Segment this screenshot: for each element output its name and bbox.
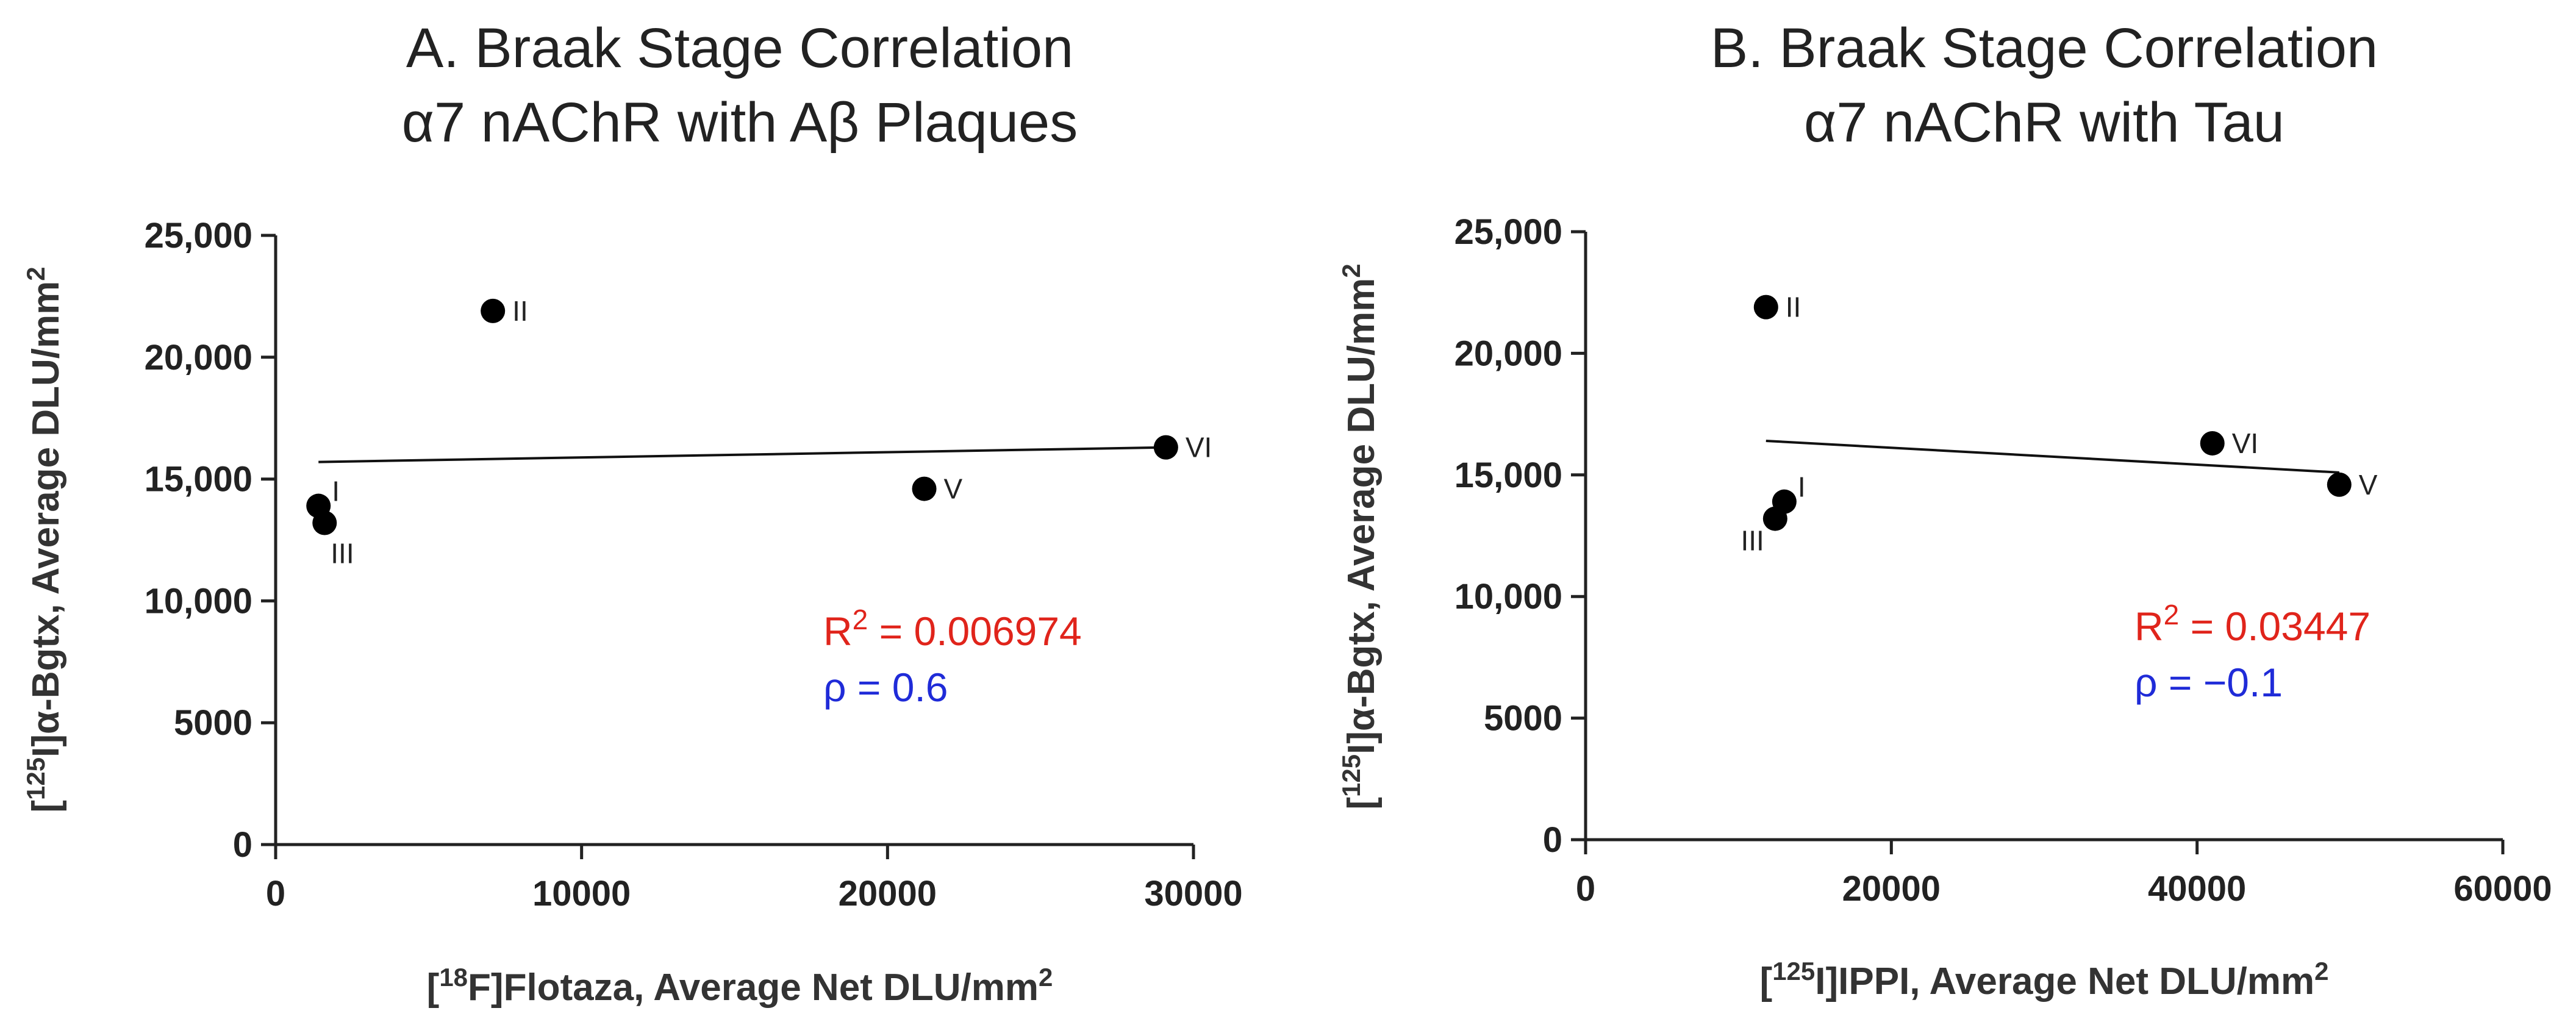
data-point-label-i: I: [332, 476, 340, 507]
y-tick-label: 5000: [174, 703, 252, 743]
y-tick-label: 0: [1543, 820, 1562, 860]
panel-a: A. Braak Stage Correlation α7 nAChR with …: [21, 17, 1243, 1009]
data-point-label-iii: III: [331, 538, 354, 570]
y-tick-label: 25,000: [1454, 212, 1562, 252]
x-axis-label: [18F]Flotaza, Average Net DLU/mm2: [427, 963, 1053, 1009]
chart-title-line-2: α7 nAChR with Aβ Plaques: [402, 91, 1078, 154]
data-point-label-ii: II: [512, 295, 528, 327]
data-point-vi: [2200, 431, 2225, 456]
y-tick-label: 10,000: [1454, 577, 1562, 617]
y-tick-label: 20,000: [145, 338, 252, 377]
r-squared-annotation: R2 = 0.006974: [823, 604, 1082, 654]
panel-b: B. Braak Stage Correlation α7 nAChR with …: [1337, 17, 2552, 1003]
data-point-ii: [1753, 295, 1778, 320]
rho-annotation: ρ = 0.6: [823, 665, 948, 710]
data-point-v: [2327, 472, 2352, 497]
y-axis-label: [125I]α-Bgtx, Average DLU/mm2: [1337, 263, 1383, 809]
y-tick-label: 15,000: [145, 460, 252, 499]
y-tick-label: 10,000: [145, 581, 252, 621]
data-point-label-iii: III: [1741, 525, 1764, 557]
data-point-vi: [1153, 435, 1178, 460]
x-tick-label: 30000: [1144, 874, 1242, 913]
data-point-label-v: V: [2359, 469, 2378, 501]
regression-line: [1766, 439, 2339, 474]
chart-title-line-2: α7 nAChR with Tau: [1804, 91, 2284, 154]
x-tick-label: 0: [266, 874, 285, 913]
r-squared-annotation: R2 = 0.03447: [2134, 599, 2370, 649]
x-tick-label: 20000: [839, 874, 937, 913]
chart-title-line-1: A. Braak Stage Correlation: [406, 17, 1073, 79]
x-tick-label: 60000: [2453, 869, 2552, 909]
y-axis-label: [125I]α-Bgtx, Average DLU/mm2: [21, 266, 68, 812]
data-point-label-vi: VI: [1186, 432, 1212, 463]
data-point-ii: [481, 298, 506, 323]
y-tick-label: 25,000: [145, 216, 252, 256]
data-point-iii: [312, 510, 337, 535]
data-point-label-ii: II: [1786, 291, 1801, 323]
data-point-label-v: V: [944, 473, 963, 505]
regression-line: [318, 446, 1166, 463]
data-point-iii: [1762, 506, 1787, 531]
x-axis-label: [125I]IPPI, Average Net DLU/mm2: [1760, 957, 2329, 1003]
y-tick-label: 20,000: [1454, 334, 1562, 373]
y-tick-label: 0: [233, 825, 252, 865]
data-point-label-vi: VI: [2232, 427, 2258, 459]
data-point-label-i: I: [1798, 471, 1806, 503]
y-tick-label: 15,000: [1454, 456, 1562, 495]
x-tick-label: 20000: [1842, 869, 1941, 909]
x-tick-label: 40000: [2148, 869, 2246, 909]
data-point-v: [912, 476, 937, 501]
x-tick-label: 0: [1576, 869, 1595, 909]
rho-annotation: ρ = −0.1: [2134, 660, 2283, 705]
y-tick-label: 5000: [1484, 699, 1562, 738]
x-tick-label: 10000: [532, 874, 631, 913]
chart-title-line-1: B. Braak Stage Correlation: [1711, 17, 2378, 79]
